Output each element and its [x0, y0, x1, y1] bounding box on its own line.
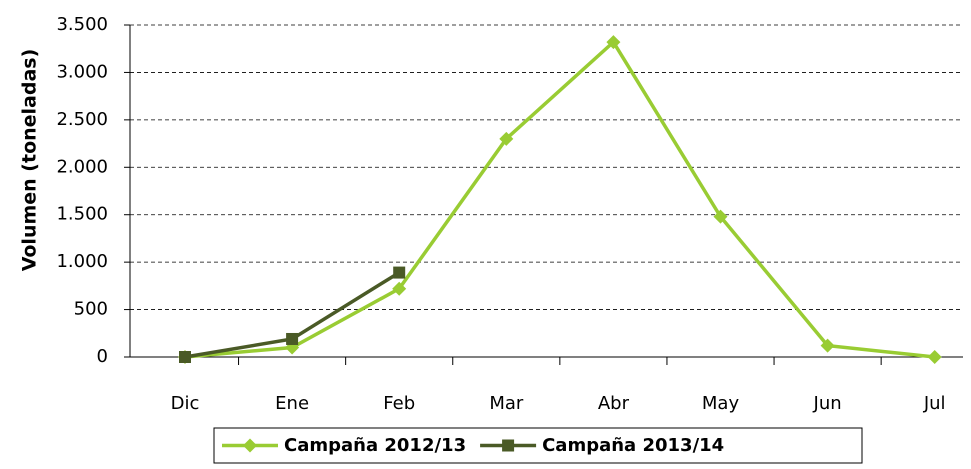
x-tick-label: Jul — [923, 393, 946, 414]
legend-marker — [243, 438, 257, 453]
data-point — [286, 332, 299, 345]
x-tick-label: Feb — [383, 393, 415, 414]
y-tick-label: 500 — [74, 299, 108, 320]
legend-box — [213, 427, 863, 464]
data-point — [606, 35, 621, 50]
y-tick-label: 3.000 — [56, 61, 108, 82]
legend-marker — [502, 439, 515, 452]
x-tick-label: Mar — [489, 393, 524, 414]
legend: Campaña 2012/13 Campaña 2013/14 — [213, 427, 863, 464]
data-point — [927, 350, 942, 364]
y-tick-label: 2.000 — [56, 156, 108, 177]
x-tick-label: Jun — [813, 393, 842, 414]
y-tick-label: 3.500 — [56, 14, 108, 35]
y-axis-label: Volumen (toneladas) — [19, 49, 41, 272]
data-point — [392, 281, 407, 296]
data-point — [499, 131, 514, 146]
legend-label: Campaña 2013/14 — [542, 435, 724, 456]
legend-label: Campaña 2012/13 — [284, 435, 466, 456]
y-tick-label: 2.500 — [56, 109, 108, 130]
y-tick-label: 0 — [97, 346, 108, 367]
x-tick-label: Dic — [171, 393, 200, 414]
x-tick-label: Ene — [275, 393, 309, 414]
y-tick-label: 1.000 — [56, 251, 108, 272]
data-point — [713, 209, 728, 224]
data-point — [179, 351, 191, 363]
x-tick-label: May — [702, 393, 740, 414]
x-tick-label: Abr — [598, 393, 630, 414]
series-line — [184, 39, 935, 359]
y-tick-label: 1.500 — [56, 204, 108, 225]
data-point — [393, 266, 406, 279]
data-point — [820, 338, 835, 353]
